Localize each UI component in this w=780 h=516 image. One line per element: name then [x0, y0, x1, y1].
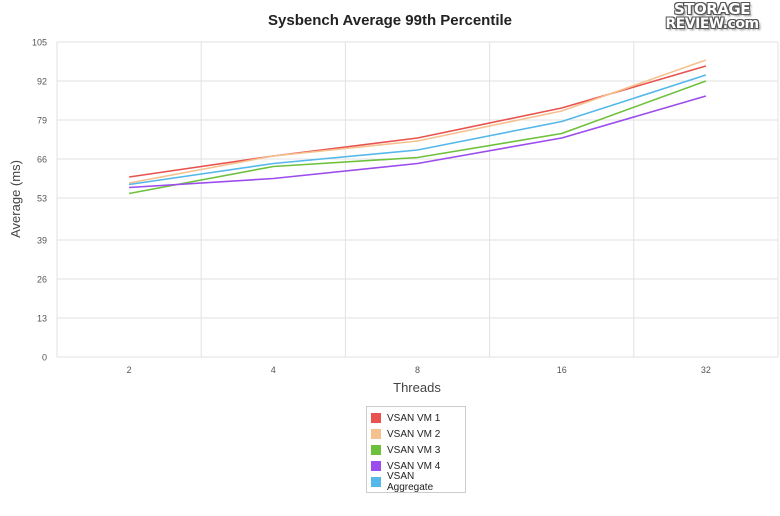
chart-title: Sysbench Average 99th Percentile [268, 12, 512, 29]
legend-item: VSAN VM 3 [371, 442, 461, 458]
y-tick-labels: 0 13 26 39 53 66 79 92 105 [32, 38, 47, 363]
legend-item: VSAN VM 2 [371, 426, 461, 442]
logo-line-2: REVIEW.com [665, 16, 759, 32]
legend-label: VSAN VM 2 [387, 428, 441, 440]
legend-label: VSAN VM 4 [387, 460, 441, 472]
legend-swatch [371, 461, 381, 471]
legend-item: VSAN VM 4 [371, 458, 461, 474]
y-tick-label: 79 [37, 116, 47, 126]
legend-item: VSAN Aggregate [371, 471, 461, 493]
x-tick-label: 32 [701, 365, 711, 375]
legend-swatch [371, 477, 381, 487]
series-line-vsan-vm-3 [128, 80, 707, 195]
legend-item: VSAN VM 1 [371, 410, 461, 426]
legend-label: VSAN VM 1 [387, 412, 441, 424]
y-tick-label: 92 [37, 77, 47, 87]
y-tick-label: 26 [37, 275, 47, 285]
y-tick-label: 39 [37, 236, 47, 246]
legend-swatch [371, 429, 381, 439]
series-line-vsan-vm-2 [128, 59, 707, 184]
series-lines [128, 59, 707, 195]
y-tick-label: 53 [37, 194, 47, 204]
y-axis-label: Average (ms) [8, 160, 23, 238]
y-tick-label: 105 [32, 38, 47, 48]
chart-legend: VSAN VM 1 VSAN VM 2 VSAN VM 3 VSAN VM 4 VSAN… [366, 406, 466, 493]
x-tick-label: 8 [415, 365, 420, 375]
series-line-vsan-aggregate [128, 74, 707, 186]
storagereview-logo: STORAGE REVIEW.com [660, 2, 764, 36]
y-tick-label: 0 [42, 353, 47, 363]
legend-swatch [371, 413, 381, 423]
logo-line-1: STORAGE [673, 0, 751, 18]
y-tick-label: 13 [37, 314, 47, 324]
legend-label: VSAN Aggregate [387, 471, 434, 493]
x-tick-labels: 2 4 8 16 32 [127, 365, 711, 375]
series-line-vsan-vm-4 [129, 95, 707, 189]
legend-label: VSAN VM 3 [387, 444, 441, 456]
x-tick-label: 4 [271, 365, 276, 375]
gridlines [56, 41, 779, 358]
x-tick-label: 2 [127, 365, 132, 375]
y-tick-label: 66 [37, 155, 47, 165]
legend-swatch [371, 445, 381, 455]
x-axis-label: Threads [393, 380, 441, 395]
x-tick-label: 16 [557, 365, 567, 375]
